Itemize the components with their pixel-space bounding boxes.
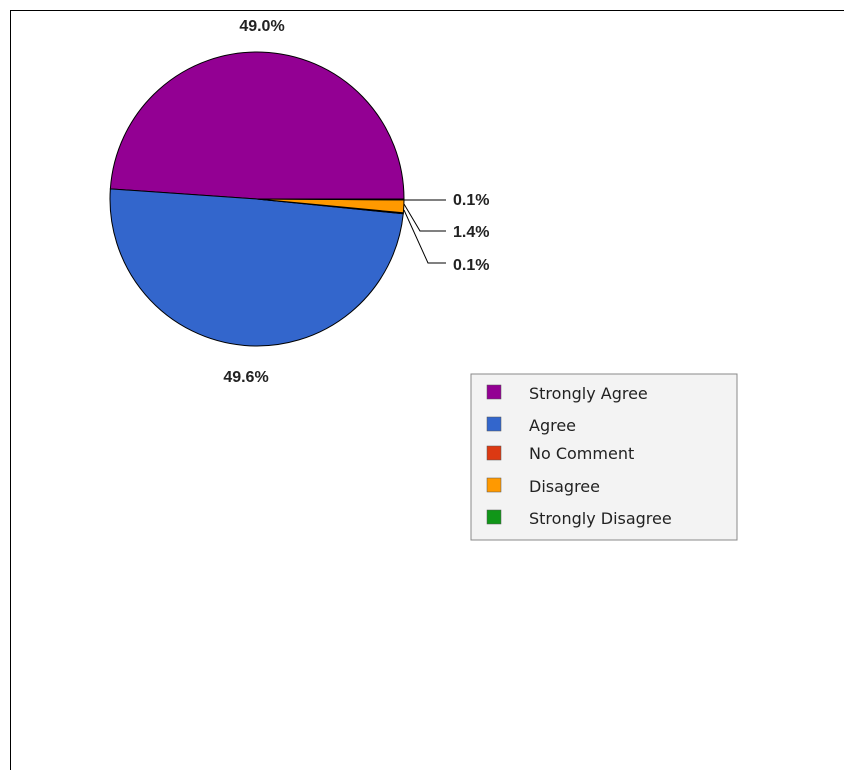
label-strongly-agree: 49.0% <box>239 18 284 35</box>
legend-label-agree: Agree <box>529 416 576 435</box>
label-disagree: 1.4% <box>453 224 489 241</box>
label-strongly-disagree: 0.1% <box>453 257 489 274</box>
slice-labels: 49.0% 49.6% 0.1% 1.4% 0.1% <box>223 18 489 386</box>
legend-label-no-comment: No Comment <box>529 444 634 463</box>
slice-agree <box>109 188 404 347</box>
legend-box <box>470 373 738 541</box>
leader-strongly-disagree <box>403 209 446 264</box>
legend-swatch-disagree <box>486 477 502 493</box>
legend-label-disagree: Disagree <box>529 477 600 496</box>
chart-frame <box>10 10 844 770</box>
legend-swatch-strongly-agree <box>486 384 502 400</box>
label-no-comment: 0.1% <box>453 192 489 209</box>
legend-label-strongly-agree: Strongly Agree <box>529 384 648 403</box>
leader-disagree <box>403 203 446 232</box>
legend-swatch-strongly-disagree <box>486 509 502 525</box>
legend: Strongly Agree Agree No Comment Disagree… <box>470 373 738 541</box>
label-agree: 49.6% <box>223 369 268 386</box>
legend-label-strongly-disagree: Strongly Disagree <box>529 509 672 528</box>
legend-swatch-agree <box>486 416 502 432</box>
pie-slices <box>109 51 405 347</box>
slice-strongly-disagree <box>256 198 405 201</box>
leader-lines <box>403 199 446 264</box>
legend-swatch-no-comment <box>486 445 502 461</box>
slice-strongly-agree <box>109 51 405 200</box>
